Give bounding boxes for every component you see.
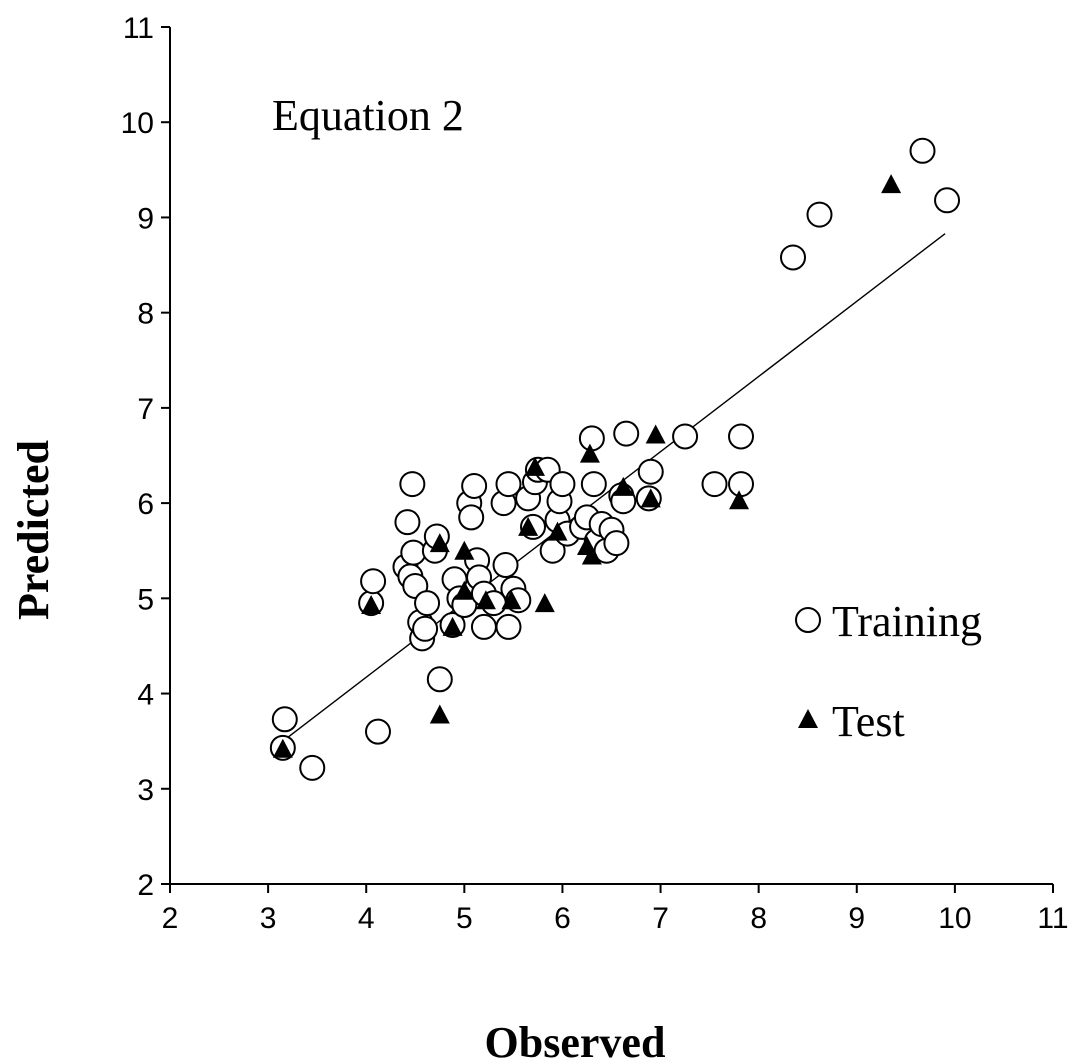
training-points xyxy=(269,137,961,781)
training-point xyxy=(701,471,728,498)
training-point xyxy=(458,504,485,531)
x-tick-label: 7 xyxy=(652,902,669,935)
test-point xyxy=(579,443,600,463)
training-point xyxy=(549,471,576,498)
training-point xyxy=(360,568,387,595)
test-point xyxy=(645,424,666,444)
legend-test-label: Test xyxy=(832,697,905,746)
training-point xyxy=(495,471,522,498)
y-tick-label: 8 xyxy=(137,298,154,331)
training-point xyxy=(426,666,453,693)
x-tick-label: 3 xyxy=(260,902,277,935)
training-point xyxy=(780,244,807,271)
training-point xyxy=(934,187,961,214)
y-tick-label: 2 xyxy=(137,869,154,902)
x-axis-title: Observed xyxy=(485,1018,666,1062)
training-point xyxy=(461,472,488,499)
training-point xyxy=(400,539,427,566)
axes: 2 3 4 5 6 7 8 9 10 11 2 3 4 5 6 7 8 9 10 11 xyxy=(121,12,1069,935)
training-point xyxy=(399,471,426,498)
legend-training-marker xyxy=(795,607,821,633)
x-tick-label: 10 xyxy=(938,902,971,935)
test-points xyxy=(272,174,902,758)
training-point xyxy=(470,613,497,640)
training-point xyxy=(806,201,833,228)
training-point xyxy=(578,425,605,452)
training-point xyxy=(728,471,755,498)
test-point xyxy=(272,738,293,758)
training-point xyxy=(414,590,441,617)
training-point xyxy=(637,458,664,485)
y-tick-label: 6 xyxy=(137,488,154,521)
x-tick-label: 5 xyxy=(456,902,473,935)
test-point xyxy=(361,594,382,614)
test-point xyxy=(442,616,463,636)
test-point xyxy=(429,704,450,724)
x-tick-label: 11 xyxy=(1037,902,1068,935)
x-tick-label: 2 xyxy=(162,902,179,935)
x-tick-label: 6 xyxy=(554,902,571,935)
test-point xyxy=(501,590,522,610)
test-point xyxy=(640,488,661,508)
training-point xyxy=(412,615,439,642)
y-tick-label: 9 xyxy=(137,202,154,235)
y-ticks: 2 3 4 5 6 7 8 9 10 11 xyxy=(121,12,170,902)
legend: Training Test xyxy=(795,597,982,746)
training-point xyxy=(580,471,607,498)
test-point xyxy=(613,476,634,496)
test-point xyxy=(454,580,475,600)
training-point xyxy=(728,423,755,450)
y-tick-label: 3 xyxy=(137,774,154,807)
equation-annotation: Equation 2 xyxy=(272,91,464,140)
training-point xyxy=(495,613,522,640)
test-point xyxy=(581,545,602,565)
test-point xyxy=(524,456,545,476)
x-ticks: 2 3 4 5 6 7 8 9 10 11 xyxy=(162,884,1069,935)
test-point xyxy=(429,533,450,553)
training-point xyxy=(492,552,519,579)
y-tick-label: 10 xyxy=(121,107,154,140)
training-point xyxy=(603,530,630,557)
training-point xyxy=(271,706,298,733)
x-tick-label: 9 xyxy=(848,902,865,935)
test-point xyxy=(454,540,475,560)
test-point xyxy=(475,590,496,610)
x-tick-label: 4 xyxy=(358,902,375,935)
training-point xyxy=(672,423,699,450)
y-tick-label: 11 xyxy=(123,12,154,45)
y-tick-label: 4 xyxy=(137,679,154,712)
training-point xyxy=(394,509,421,536)
training-point xyxy=(909,137,936,164)
test-point xyxy=(729,490,750,510)
y-tick-label: 7 xyxy=(137,393,154,426)
test-point xyxy=(534,593,555,613)
y-axis-title: Predicted xyxy=(9,440,58,620)
legend-training-label: Training xyxy=(832,597,982,646)
training-point xyxy=(364,718,391,745)
training-point xyxy=(613,420,640,447)
test-point xyxy=(547,521,568,541)
legend-test-marker xyxy=(798,709,818,728)
y-tick-label: 5 xyxy=(137,583,154,616)
training-point xyxy=(299,754,326,781)
test-point xyxy=(518,516,539,536)
x-tick-label: 8 xyxy=(750,902,767,935)
test-point xyxy=(881,174,902,194)
